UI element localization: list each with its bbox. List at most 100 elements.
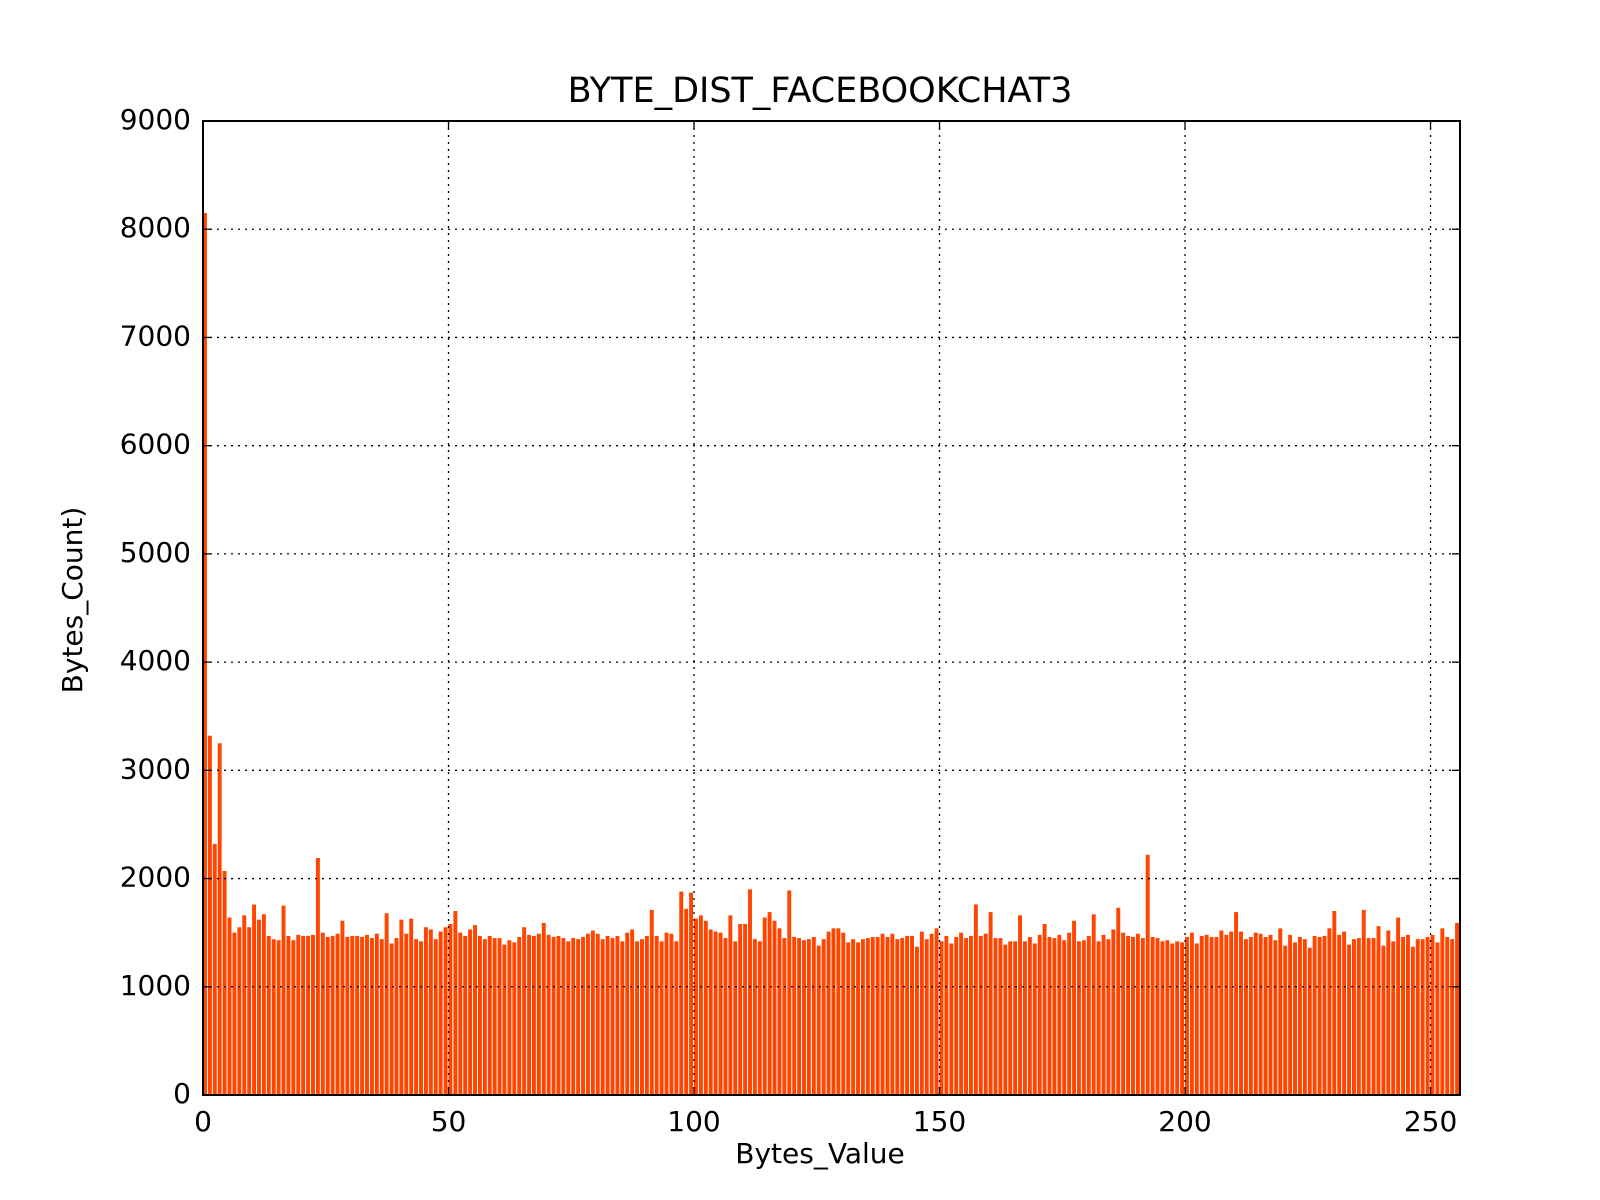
bar (1351, 939, 1356, 1095)
bar (1283, 945, 1288, 1095)
bar (1116, 907, 1121, 1095)
bar (919, 931, 924, 1095)
x-tick-label: 0 (194, 1105, 212, 1138)
y-tick-label: 4000 (120, 644, 191, 677)
bar (600, 939, 605, 1095)
bar (949, 943, 954, 1095)
bar (1288, 934, 1293, 1095)
bar (708, 929, 713, 1095)
bar (978, 935, 983, 1095)
bar (1037, 934, 1042, 1095)
bar (1440, 928, 1445, 1095)
bar (1312, 935, 1317, 1095)
bar (315, 857, 320, 1095)
bar (659, 941, 664, 1095)
bar (428, 929, 433, 1095)
bar (954, 936, 959, 1095)
bar (404, 933, 409, 1095)
bar (281, 905, 286, 1095)
bar (1219, 930, 1224, 1095)
bar (1204, 934, 1209, 1095)
bar (870, 936, 875, 1095)
bar (1072, 920, 1077, 1095)
bar (811, 936, 816, 1095)
bar (1229, 931, 1234, 1095)
bar (507, 940, 512, 1095)
bar (1386, 930, 1391, 1095)
bar (1425, 936, 1430, 1095)
bar (1337, 934, 1342, 1095)
bar (762, 917, 767, 1095)
bar (247, 927, 252, 1095)
bar (605, 935, 610, 1095)
bar (1008, 941, 1013, 1095)
bar (1361, 909, 1366, 1095)
bar (1455, 922, 1460, 1095)
x-tick-label: 200 (1158, 1105, 1211, 1138)
bar (1268, 934, 1273, 1095)
bar (669, 933, 674, 1095)
bar (212, 843, 217, 1095)
bar (1248, 936, 1253, 1095)
bar (423, 927, 428, 1095)
bar (340, 920, 345, 1095)
bar (1322, 935, 1327, 1095)
bar (757, 941, 762, 1095)
bar (389, 943, 394, 1095)
bar (1140, 938, 1145, 1095)
bar (698, 915, 703, 1095)
bar (276, 940, 281, 1095)
bar (782, 938, 787, 1095)
bar (1243, 939, 1248, 1095)
bar (1214, 936, 1219, 1095)
bar (1194, 943, 1199, 1095)
bar (502, 944, 507, 1095)
bar (237, 927, 242, 1095)
bar (1052, 938, 1057, 1095)
bar (939, 941, 944, 1095)
bar (443, 927, 448, 1095)
bar (1366, 938, 1371, 1095)
bar (694, 918, 698, 1095)
bar (1018, 915, 1023, 1095)
bar (203, 212, 207, 1095)
y-tick-label: 9000 (120, 103, 191, 136)
x-axis-label: Bytes_Value (735, 1137, 904, 1170)
bar (291, 940, 296, 1095)
bar (473, 925, 477, 1095)
bar (1121, 932, 1126, 1095)
bar (831, 928, 836, 1095)
bar (1003, 944, 1008, 1095)
y-tick-label: 8000 (120, 211, 191, 244)
bar (1086, 935, 1091, 1095)
bar (914, 946, 919, 1095)
bar (261, 914, 266, 1095)
bar (482, 939, 487, 1095)
bar (625, 932, 630, 1095)
bar (217, 743, 222, 1095)
bar (497, 938, 502, 1095)
bar (772, 920, 777, 1095)
bar (1430, 934, 1435, 1095)
bar (320, 932, 325, 1095)
bar (1239, 931, 1243, 1095)
bar (674, 941, 679, 1095)
bar (1263, 936, 1268, 1095)
bar (752, 939, 757, 1095)
bar (959, 932, 964, 1095)
bar (851, 939, 856, 1095)
bar (458, 932, 463, 1095)
bar (1062, 940, 1067, 1095)
bar (1170, 943, 1175, 1095)
x-tick-label: 250 (1404, 1105, 1457, 1138)
bar (1160, 941, 1165, 1095)
bar (556, 935, 561, 1095)
bar (1347, 944, 1351, 1095)
bar (1278, 928, 1283, 1095)
bar (895, 939, 900, 1095)
bar (826, 931, 831, 1095)
bar (703, 920, 708, 1095)
bar (718, 932, 723, 1095)
y-axis-label: Bytes_Count) (56, 507, 89, 694)
bar (399, 919, 404, 1095)
